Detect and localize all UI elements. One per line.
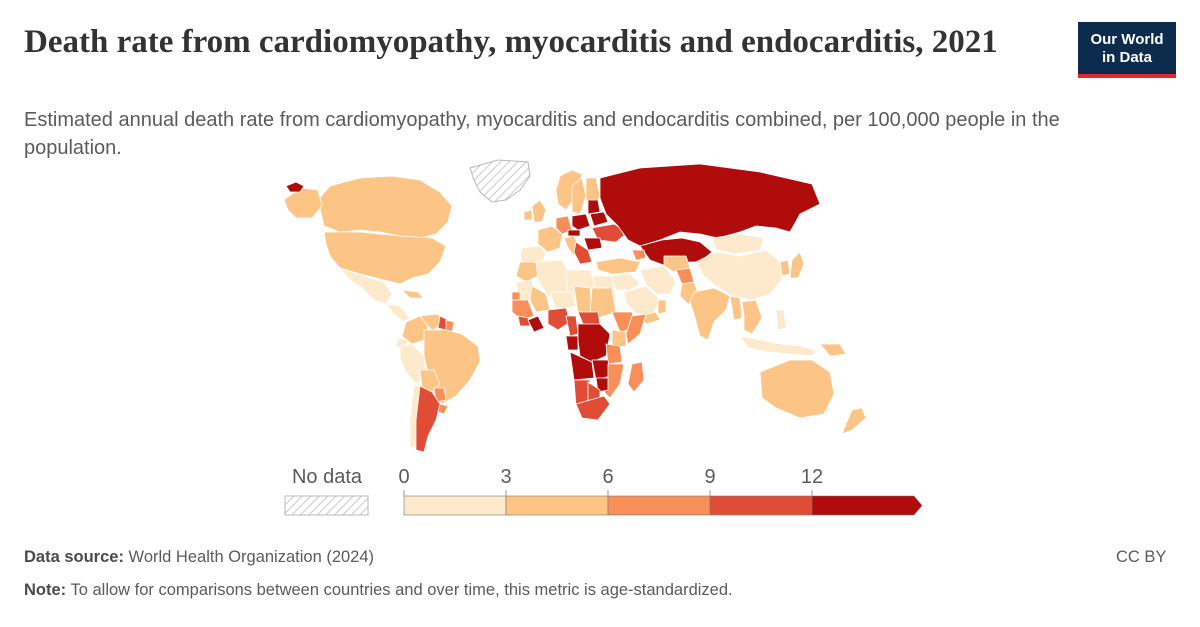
legend-bin-5[interactable]	[811, 495, 923, 516]
region-philippines[interactable]: Philippines	[775, 309, 787, 331]
legend-tick-3: 3	[500, 466, 512, 488]
logo-line-1: Our World	[1090, 31, 1164, 48]
region-turkey[interactable]: Turkey	[595, 257, 641, 275]
region-indonesia[interactable]: Indonesia	[739, 335, 817, 357]
region-cameroon[interactable]: Cameroon	[565, 315, 579, 337]
region-madagascar[interactable]: Madagascar	[627, 361, 645, 393]
logo-accent-bar	[1078, 74, 1176, 78]
region-nigeria[interactable]: Nigeria	[547, 307, 571, 331]
region-zimbabwe[interactable]: Zimbabwe	[595, 377, 609, 393]
note-label: Note:	[24, 581, 67, 599]
region-sweden[interactable]: Sweden	[571, 177, 587, 215]
region-romania[interactable]: Romania	[583, 237, 603, 251]
region-papua-new-guinea[interactable]: Papua New Guinea	[819, 343, 847, 357]
region-russia[interactable]: Russia	[599, 163, 821, 247]
region-united-states[interactable]: United States	[323, 231, 447, 285]
region-france[interactable]: France	[537, 225, 563, 253]
region-uruguay[interactable]: Uruguay	[437, 403, 449, 415]
region-caucasus[interactable]: Caucasus	[631, 249, 647, 261]
legend-tick-9: 9	[704, 466, 716, 488]
region-mali[interactable]: Mali	[529, 285, 551, 313]
region-dr-congo[interactable]: DR Congo	[577, 323, 611, 363]
note-line: Note: To allow for comparisons between c…	[24, 581, 733, 600]
map-legend	[284, 490, 923, 516]
legend-no-data-label: No data	[291, 466, 363, 488]
region-japan[interactable]: Japan	[789, 251, 805, 279]
region-united-kingdom[interactable]: United Kingdom	[531, 199, 547, 223]
region-gabon[interactable]: Gabon	[565, 335, 579, 351]
region-sierra-leone[interactable]: Sierra Leone	[527, 315, 545, 333]
region-mongolia[interactable]: Mongolia	[711, 233, 765, 255]
region-iceland[interactable]: Iceland	[285, 181, 305, 193]
region-kenya[interactable]: Kenya	[611, 329, 627, 349]
chart-title: Death rate from cardiomyopathy, myocardi…	[24, 24, 998, 60]
logo-line-2: in Data	[1101, 49, 1152, 66]
region-somalia[interactable]: Somalia	[625, 313, 647, 345]
region-south-africa[interactable]: South Africa	[575, 395, 611, 421]
region-angola[interactable]: Angola	[569, 351, 595, 381]
legend-tick-6: 6	[602, 466, 614, 488]
region-chad[interactable]: Chad	[573, 285, 593, 315]
region-baltics[interactable]: Baltics	[587, 199, 601, 215]
region-algeria[interactable]: Algeria	[535, 259, 571, 297]
legend-tick-12: 12	[800, 466, 824, 488]
region-afghanistan[interactable]: Afghanistan	[675, 267, 695, 285]
legend-bin-4[interactable]	[709, 495, 813, 516]
region-norway[interactable]: Norway	[555, 169, 583, 211]
region-argentina[interactable]: Argentina	[415, 385, 441, 453]
region-australia[interactable]: Australia	[759, 359, 835, 419]
legend-tick-0: 0	[398, 466, 410, 488]
region-myanmar[interactable]: Myanmar	[729, 295, 743, 321]
legend-no-data-swatch	[284, 495, 369, 516]
region-sudan[interactable]: Sudan	[589, 287, 617, 319]
legend-bin-2[interactable]	[505, 495, 609, 516]
region-china[interactable]: China	[695, 249, 783, 301]
data-source-link[interactable]: World Health Organization (2024)	[128, 548, 375, 566]
region-poland[interactable]: Poland	[571, 213, 591, 231]
region-alaska[interactable]: Alaska	[283, 187, 323, 219]
region-canada[interactable]: Canada	[317, 175, 453, 239]
legend-bin-3[interactable]	[607, 495, 711, 516]
data-source-label: Data source:	[24, 548, 124, 566]
region-ireland[interactable]: Ireland	[523, 209, 533, 221]
chart-subtitle: Estimated annual death rate from cardiom…	[24, 109, 1060, 159]
region-belarus[interactable]: Belarus	[589, 211, 609, 227]
region-indochina[interactable]: Indochina	[741, 299, 763, 335]
region-morocco[interactable]: Morocco	[515, 261, 539, 283]
region-oman[interactable]: Oman	[657, 299, 667, 315]
region-czechia[interactable]: Czechia	[567, 229, 581, 237]
region-germany[interactable]: Germany	[555, 215, 573, 235]
region-central-america[interactable]: Central America	[385, 303, 411, 323]
region-zambia[interactable]: Zambia	[591, 359, 611, 381]
region-cuba[interactable]: Cuba	[401, 289, 425, 299]
region-middle-east[interactable]: Middle East	[609, 273, 641, 291]
region-korea[interactable]: Korea	[779, 259, 791, 277]
license-link[interactable]: CC BY	[1116, 548, 1167, 566]
region-senegal[interactable]: Senegal	[511, 291, 521, 301]
region-greenland[interactable]	[469, 159, 531, 203]
note-text: To allow for comparisons between countri…	[70, 581, 733, 599]
region-balkans[interactable]: Balkans	[573, 241, 593, 265]
region-india[interactable]: India	[689, 287, 731, 341]
region-niger[interactable]: Niger	[549, 291, 577, 311]
owid-logo[interactable]: Our World in Data	[1078, 22, 1176, 78]
region-guinea[interactable]: Guinea	[517, 315, 531, 327]
region-new-zealand[interactable]: New Zealand	[841, 407, 867, 435]
legend-bin-1[interactable]	[403, 495, 507, 516]
region-tanzania[interactable]: Tanzania	[605, 343, 623, 365]
data-source-line: Data source: World Health Organization (…	[24, 548, 374, 567]
